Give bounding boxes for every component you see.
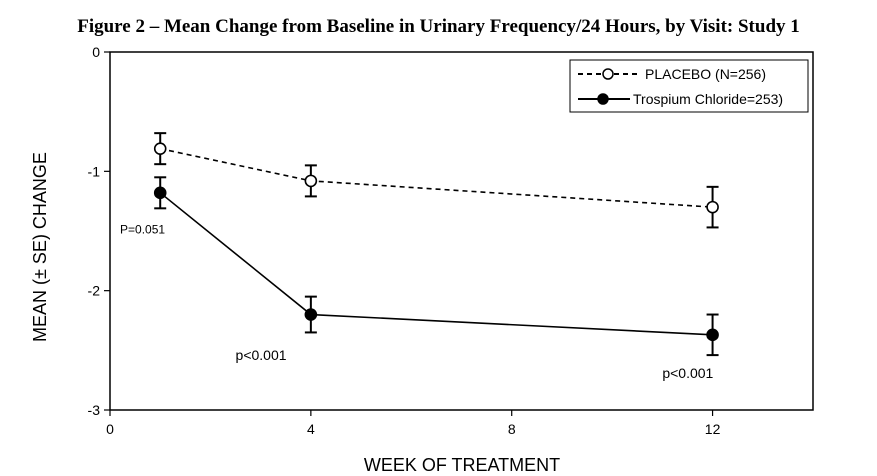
y-axis-title: MEAN (± SE) CHANGE <box>30 152 50 342</box>
annotation-label: p<0.001 <box>662 365 713 381</box>
legend: PLACEBO (N=256) Trospium Chloride=253) <box>569 59 809 113</box>
y-tick-label: 0 <box>92 44 100 60</box>
data-point <box>153 142 167 155</box>
data-point <box>304 308 318 321</box>
series-layer <box>153 132 719 357</box>
data-point <box>153 186 167 200</box>
x-tick-label: 4 <box>307 421 315 437</box>
data-point <box>706 200 719 214</box>
y-tick-label: -3 <box>88 402 101 418</box>
data-point <box>304 174 318 188</box>
y-tick-label: -1 <box>88 163 101 179</box>
data-point <box>706 328 719 342</box>
annotation-label: P=0.051 <box>120 222 165 236</box>
y-tick-label: -2 <box>88 283 101 299</box>
annotation-layer: P=0.051 p<0.001 p<0.001 <box>120 222 714 380</box>
x-tick-label: 8 <box>508 421 516 437</box>
axis-ticks: 0 -1 -2 -3 0 4 8 12 <box>88 44 721 437</box>
legend-placebo-marker <box>602 68 614 80</box>
annotation-label: p<0.001 <box>236 347 287 363</box>
legend-label-trospium: Trospium Chloride=253) <box>633 91 783 107</box>
chart-title: Figure 2 – Mean Change from Baseline in … <box>77 16 800 37</box>
x-tick-label: 0 <box>106 421 114 437</box>
x-tick-label: 12 <box>705 421 721 437</box>
legend-trospium-marker <box>597 93 609 105</box>
legend-label-placebo: PLACEBO (N=256) <box>645 66 766 82</box>
x-axis-title: WEEK OF TREATMENT <box>364 455 560 475</box>
